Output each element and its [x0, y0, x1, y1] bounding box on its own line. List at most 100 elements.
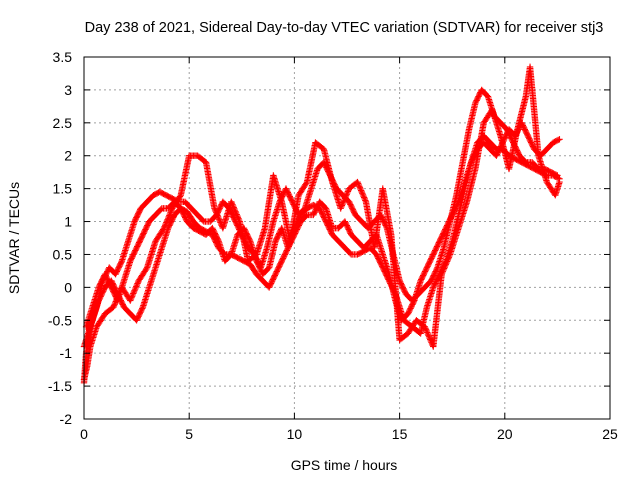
plot-frame: [83, 56, 611, 420]
data-point-fill: [445, 255, 452, 262]
data-point-fill: [133, 283, 140, 290]
x-tick-label: 15: [392, 426, 408, 442]
data-point-fill: [233, 211, 240, 218]
data-point-fill: [211, 206, 219, 213]
series-3: [80, 63, 563, 383]
data-point-fill: [115, 291, 123, 298]
data-point-fill: [133, 281, 141, 289]
data-point-fill: [445, 254, 453, 261]
data-point-fill: [439, 268, 447, 275]
data-point-fill: [166, 212, 173, 219]
data-point: [354, 178, 361, 186]
y-tick-label: -0.5: [48, 312, 72, 328]
x-tick-label: 10: [287, 426, 303, 442]
y-tick-label: 1.5: [53, 181, 73, 197]
data-point-fill: [131, 287, 138, 294]
data-point-fill: [234, 214, 242, 221]
data-point-fill: [555, 136, 562, 144]
data-point-fill: [338, 203, 345, 211]
data-point: [110, 303, 117, 311]
data-point-fill: [235, 216, 243, 224]
data-point-fill: [163, 219, 170, 226]
data-point-fill: [161, 223, 168, 230]
data-point-fill: [360, 192, 367, 200]
data-point-fill: [302, 180, 310, 187]
data-point-fill: [344, 188, 352, 195]
data-point-fill: [356, 183, 363, 190]
data-point-fill: [114, 294, 121, 301]
data-point-fill: [422, 326, 430, 333]
data-point-fill: [427, 336, 434, 343]
data-point-fill: [410, 298, 417, 306]
y-tick-label: 2: [64, 148, 72, 164]
x-tick-label: 25: [602, 426, 618, 442]
data-point: [211, 205, 218, 212]
data-point-fill: [167, 208, 175, 215]
data-point-fill: [143, 265, 150, 273]
data-point-fill: [128, 294, 135, 301]
data-point-fill: [214, 213, 222, 221]
grid-lines: [84, 57, 610, 419]
y-tick-label: 3.5: [53, 49, 73, 65]
data-point-fill: [229, 201, 236, 208]
data-point-fill: [139, 305, 146, 312]
data-point-fill: [214, 212, 221, 219]
data-point: [556, 136, 563, 143]
y-tick-label: -2: [60, 411, 73, 427]
data-point-fill: [357, 187, 365, 194]
data-point-fill: [361, 195, 368, 203]
data-point: [337, 205, 344, 212]
data-point-fill: [362, 197, 369, 204]
data-point-fill: [176, 193, 184, 200]
data-point-fill: [130, 290, 137, 297]
data-point-fill: [215, 215, 222, 222]
data-point-fill: [112, 299, 119, 307]
data-point-fill: [441, 263, 448, 271]
data-point-fill: [360, 194, 368, 201]
x-tick-label: 5: [185, 426, 193, 442]
data-point-fill: [439, 269, 446, 276]
data-point-fill: [115, 292, 122, 300]
data-point-fill: [424, 330, 432, 338]
data-point-fill: [357, 185, 364, 193]
data-point-fill: [159, 226, 167, 233]
data-point-fill: [163, 217, 171, 225]
data-point: [228, 198, 235, 205]
data-point-fill: [235, 215, 242, 222]
data-point-fill: [433, 265, 441, 273]
data-point-fill: [354, 180, 362, 187]
data-point-fill: [355, 181, 362, 189]
data-point-fill: [216, 217, 224, 225]
data-point-fill: [444, 256, 451, 264]
data-point-fill: [132, 284, 139, 292]
data-point-fill: [110, 302, 118, 309]
data-point: [556, 178, 563, 186]
data-point-fill: [446, 252, 453, 260]
data-point-fill: [422, 325, 429, 332]
data-point-fill: [232, 209, 240, 217]
data-point-fill: [424, 329, 431, 336]
data-point-fill: [113, 296, 120, 304]
data-point-fill: [131, 286, 139, 293]
x-tick-label: 0: [80, 426, 88, 442]
data-point-fill: [113, 295, 121, 302]
data-point-fill: [442, 262, 449, 269]
data-point-fill: [134, 278, 142, 286]
chart-title: Day 238 of 2021, Sidereal Day-to-day VTE…: [85, 20, 604, 36]
data-point-fill: [214, 236, 222, 244]
data-point-fill: [425, 332, 432, 339]
data-point-fill: [162, 220, 169, 228]
data-point-fill: [161, 222, 169, 229]
y-tick-label: -1: [60, 345, 73, 361]
y-tick-label: -1.5: [48, 378, 72, 394]
data-point-fill: [426, 334, 433, 342]
data-point-fill: [128, 293, 136, 300]
data-point-fill: [246, 236, 253, 244]
data-point-fill: [112, 298, 120, 305]
data-point-fill: [212, 208, 219, 215]
x-axis-label: GPS time / hours: [291, 457, 398, 473]
data-point-fill: [343, 191, 350, 198]
data-point-fill: [111, 301, 118, 308]
data-point-fill: [359, 191, 367, 198]
